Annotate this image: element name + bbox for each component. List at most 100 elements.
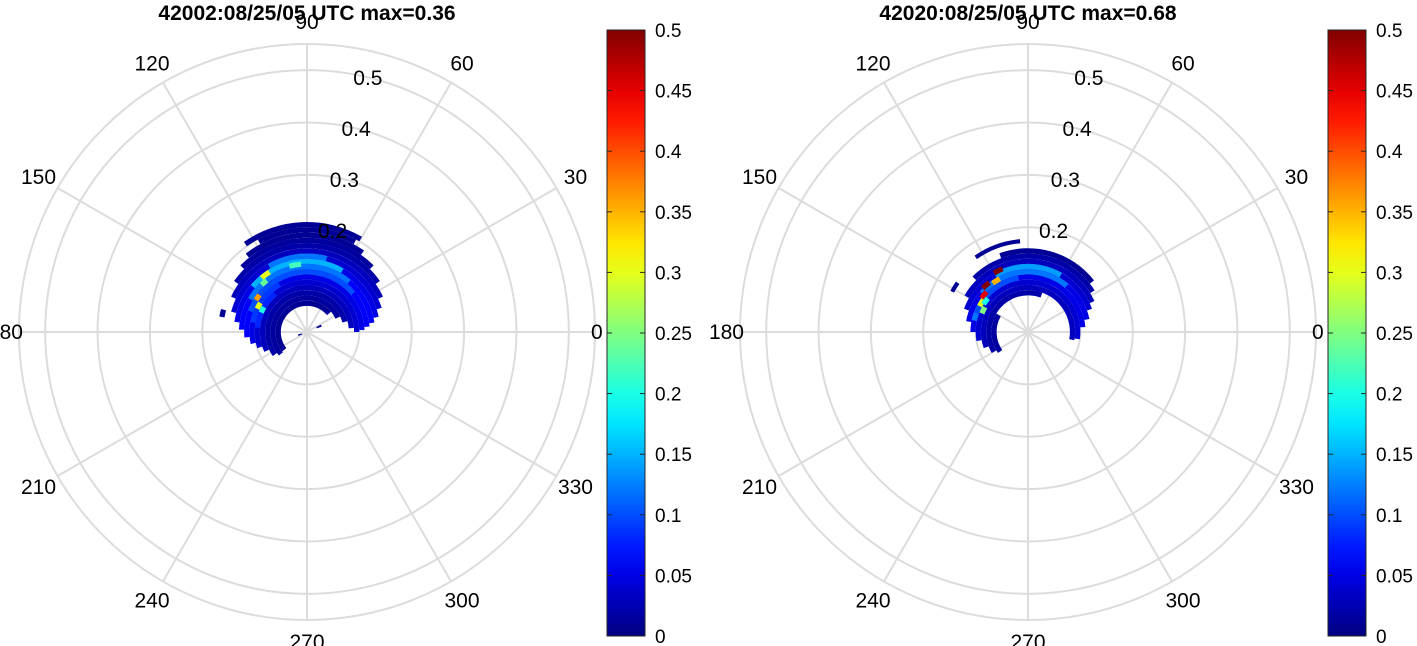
heatmap-cell	[950, 281, 960, 293]
colorbar-tick-label: 0.25	[1376, 324, 1413, 345]
heatmap-cell	[275, 300, 332, 352]
heatmap-cell	[259, 278, 269, 287]
heatmap-cell	[245, 232, 365, 258]
colorbar-tick-label: 0.4	[1376, 142, 1403, 163]
theta-tick-label: 150	[742, 166, 777, 189]
theta-tick-label: 210	[742, 476, 777, 499]
colorbar-tick-label: 0.2	[1376, 385, 1402, 406]
theta-tick-label: 300	[1165, 589, 1200, 612]
polar-chart-right: 42020:08/25/05 UTC max=0.68 0.2 0.3 0.4 0.5 0…	[709, 2, 1413, 646]
heatmap-cell	[979, 305, 988, 315]
heatmap-cell	[231, 253, 382, 314]
colorbar-tick-label: 0.05	[1376, 566, 1413, 587]
heatmap-cell	[981, 296, 990, 306]
heatmap-cell	[257, 227, 357, 245]
heatmap-cell	[297, 333, 303, 336]
r-tick-label: 0.2	[318, 220, 347, 243]
heatmap-cell	[993, 263, 1063, 278]
theta-tick-label: 90	[1016, 11, 1039, 34]
heatmap-cell	[247, 269, 356, 313]
colorbar-tick-label: 0.15	[1376, 445, 1413, 466]
r-tick-label: 0.5	[353, 67, 382, 90]
colorbar-tick-label: 0.45	[1376, 82, 1413, 103]
heatmap-cell	[979, 269, 1069, 295]
theta-tick-label: 30	[1285, 166, 1308, 189]
heatmap-cell	[971, 312, 979, 322]
theta-tick-label: 180	[709, 321, 744, 344]
colorbar-tick-label: 0.3	[655, 263, 681, 284]
r-tick-label: 0.3	[1051, 169, 1080, 192]
theta-tick-label: 210	[21, 476, 56, 499]
heatmap-cell	[219, 308, 227, 318]
theta-tick-label: 60	[450, 53, 473, 76]
chart-title: 42020:08/25/05 UTC max=0.68	[879, 2, 1176, 25]
heatmap-cell	[258, 305, 267, 314]
heatmap-cell	[972, 253, 1095, 294]
heatmap-cell	[259, 269, 271, 280]
colorbar-tick-label: 0.5	[655, 21, 681, 42]
heatmap-cell	[248, 263, 351, 301]
grid-spoke	[778, 187, 1278, 477]
theta-tick-label: 180	[0, 321, 23, 344]
colorbar-tick-label: 0.45	[655, 82, 692, 103]
chart-title: 42002:08/25/05 UTC max=0.36	[158, 2, 455, 25]
heatmap-cell	[992, 266, 1004, 276]
theta-tick-label: 270	[289, 631, 324, 646]
theta-tick-label: 30	[564, 166, 587, 189]
heatmap-cell	[253, 293, 262, 302]
heatmap-cell	[986, 290, 1043, 353]
colorbar: 0 0.05 0.1 0.15 0.2 0.25 0.3 0.35 0.4 0.45 0.5	[606, 21, 692, 646]
theta-tick-label: 90	[295, 11, 318, 34]
grid-spoke	[57, 187, 557, 477]
heatmap-cell	[254, 301, 263, 310]
colorbar-tick-label: 0.3	[1376, 263, 1402, 284]
heatmap-cell	[267, 253, 328, 269]
theta-tick-label: 120	[134, 53, 169, 76]
heatmap-cell	[999, 248, 1095, 284]
heatmap-cell	[288, 261, 302, 269]
colorbar-tick-label: 0.4	[655, 142, 682, 163]
r-tick-label: 0.3	[330, 169, 359, 192]
heatmap-cell	[979, 290, 989, 300]
theta-tick-label: 330	[558, 476, 593, 499]
theta-tick-label: 0	[591, 321, 603, 344]
heatmap-cell	[316, 324, 322, 329]
colorbar-tick-label: 0.25	[655, 324, 692, 345]
colorbar: 0 0.05 0.1 0.15 0.2 0.25 0.3 0.35 0.4 0.45 0.5	[1327, 21, 1413, 646]
r-tick-label: 0.5	[1074, 67, 1103, 90]
theta-tick-label: 300	[444, 589, 479, 612]
colorbar-gradient	[606, 29, 646, 637]
r-tick-label: 0.2	[1039, 220, 1068, 243]
colorbar-tick-label: 0.2	[655, 385, 681, 406]
colorbar-gradient	[1327, 29, 1367, 637]
colorbar-tick-label: 0.05	[655, 566, 692, 587]
polar-chart-left: 42002:08/25/05 UTC max=0.360.20.30.40.50…	[0, 2, 692, 646]
theta-tick-label: 120	[855, 53, 890, 76]
heatmap-cell	[973, 275, 1019, 315]
colorbar-tick-label: 0.35	[655, 203, 692, 224]
r-tick-label: 0.4	[1063, 118, 1093, 141]
heatmap-cell	[980, 280, 991, 291]
heatmap-cell	[270, 295, 341, 356]
heatmap-cell	[265, 290, 348, 357]
theta-tick-label: 330	[1279, 476, 1314, 499]
colorbar-tick-label: 0.1	[655, 506, 681, 527]
heatmap-cell	[243, 222, 362, 247]
heatmap-cell	[991, 276, 1001, 286]
heatmap-cell	[240, 237, 374, 270]
heatmap-cell	[974, 239, 1021, 260]
theta-tick-label: 270	[1010, 631, 1045, 646]
heatmap-cell	[231, 248, 383, 299]
colorbar-tick-label: 0	[655, 627, 666, 646]
heatmap-cell	[234, 242, 380, 284]
polar-grid	[18, 43, 596, 621]
heatmap-cells	[219, 222, 383, 357]
colorbar-tick-label: 0	[1376, 627, 1387, 646]
theta-tick-label: 0	[1312, 321, 1324, 344]
heatmap-cell	[250, 282, 281, 323]
colorbar-tick-label: 0.15	[655, 445, 692, 466]
polar-grid	[739, 43, 1317, 621]
theta-tick-label: 240	[855, 589, 890, 612]
colorbar-tick-label: 0.1	[1376, 506, 1402, 527]
